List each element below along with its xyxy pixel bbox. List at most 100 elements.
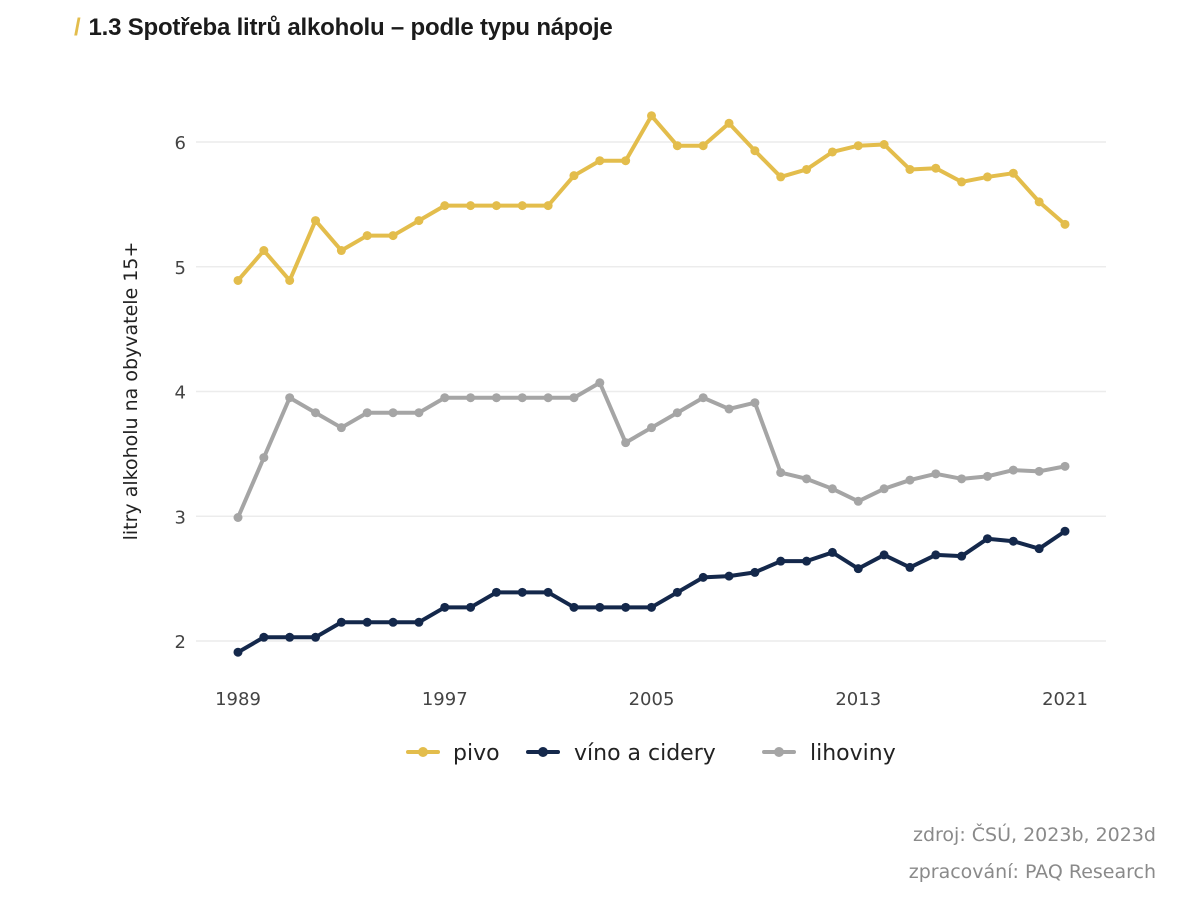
data-point-1-2014 xyxy=(879,550,889,560)
data-point-2-2001 xyxy=(543,393,553,403)
data-point-2-2011 xyxy=(802,474,812,484)
legend-swatch-dot-1 xyxy=(538,747,548,757)
data-point-1-2012 xyxy=(827,547,837,557)
legend-label-0: pivo xyxy=(453,741,500,766)
data-point-1-1997 xyxy=(440,602,450,612)
data-point-0-2006 xyxy=(672,141,682,151)
data-point-2-1996 xyxy=(414,408,424,418)
y-tick-label-5: 5 xyxy=(175,258,186,279)
data-point-1-2005 xyxy=(647,602,656,612)
y-tick-label-6: 6 xyxy=(175,133,186,154)
data-point-0-1999 xyxy=(491,201,501,211)
x-tick-label-2013: 2013 xyxy=(835,689,881,710)
data-point-0-2020 xyxy=(1034,197,1044,207)
data-point-1-1995 xyxy=(388,617,398,627)
data-point-2-2000 xyxy=(517,393,527,403)
data-point-0-1992 xyxy=(311,216,321,226)
x-tick-label-2005: 2005 xyxy=(629,689,675,710)
data-point-2-2015 xyxy=(905,475,915,485)
series-line-2 xyxy=(236,380,1067,520)
legend-swatch-dot-0 xyxy=(418,747,428,757)
series-pivo xyxy=(233,111,1070,285)
data-point-1-2011 xyxy=(802,556,812,566)
series-line-0 xyxy=(236,113,1067,283)
data-point-0-2007 xyxy=(698,141,708,151)
data-point-0-1989 xyxy=(233,275,243,285)
data-point-1-2007 xyxy=(698,572,708,582)
data-point-0-2001 xyxy=(543,201,553,211)
series-lihoviny xyxy=(233,378,1070,522)
data-point-1-2018 xyxy=(982,534,992,544)
y-tick-label-2: 2 xyxy=(175,632,186,653)
legend: pivo víno a cidery lihoviny xyxy=(406,741,896,766)
data-point-2-2006 xyxy=(672,408,682,418)
data-point-1-2020 xyxy=(1034,544,1044,554)
data-point-1-1993 xyxy=(336,617,346,627)
legend-label-1: víno a cidery xyxy=(574,741,716,766)
source-note: zdroj: ČSÚ, 2023b, 2023d xyxy=(913,824,1156,846)
processing-note: zpracování: PAQ Research xyxy=(908,861,1156,883)
data-point-1-2017 xyxy=(957,551,967,561)
data-point-2-1991 xyxy=(285,393,295,403)
data-point-0-2018 xyxy=(982,172,992,182)
data-point-2-1998 xyxy=(466,393,476,403)
data-point-2-2017 xyxy=(957,474,967,484)
data-point-0-2021 xyxy=(1060,219,1070,229)
data-point-0-2004 xyxy=(621,156,631,166)
data-point-2-1993 xyxy=(336,423,346,433)
data-point-1-1991 xyxy=(285,632,295,642)
data-point-1-2002 xyxy=(569,602,579,612)
data-point-2-1995 xyxy=(388,408,398,418)
legend-item-0: pivo xyxy=(406,741,500,766)
data-point-0-2013 xyxy=(853,141,863,151)
data-point-0-2009 xyxy=(750,146,760,156)
data-point-2-2013 xyxy=(853,496,863,506)
data-point-0-2010 xyxy=(776,172,786,182)
y-tick-label-3: 3 xyxy=(175,507,186,528)
x-tick-label-1989: 1989 xyxy=(215,689,261,710)
data-point-2-2018 xyxy=(982,471,992,481)
legend-swatch-dot-2 xyxy=(774,747,784,757)
title-text: 1.3 Spotřeba litrů alkoholu – podle typu… xyxy=(88,14,613,41)
data-point-0-1997 xyxy=(440,201,450,211)
data-point-1-2013 xyxy=(853,564,863,574)
data-point-0-2003 xyxy=(595,156,605,166)
data-point-0-1991 xyxy=(285,275,295,285)
data-point-0-1996 xyxy=(414,216,424,226)
y-axis: 2 3 4 5 6 xyxy=(175,133,186,653)
data-point-1-2016 xyxy=(931,550,941,560)
data-point-1-2000 xyxy=(517,587,527,597)
data-point-1-1996 xyxy=(414,617,424,627)
data-point-2-1994 xyxy=(362,408,372,418)
data-point-2-2009 xyxy=(750,398,760,408)
data-point-0-1993 xyxy=(336,246,346,256)
data-point-1-1992 xyxy=(311,632,321,642)
chart-title: / 1.3 Spotřeba litrů alkoholu – podle typ… xyxy=(74,14,613,42)
data-point-0-2019 xyxy=(1008,168,1018,178)
data-point-0-2016 xyxy=(931,163,941,173)
data-point-2-2012 xyxy=(827,484,837,494)
data-point-1-2021 xyxy=(1060,526,1070,536)
data-point-0-2002 xyxy=(569,171,579,181)
data-point-2-2007 xyxy=(698,393,708,403)
series-group xyxy=(233,111,1070,657)
data-point-0-2000 xyxy=(517,201,527,211)
data-point-0-2008 xyxy=(724,118,734,128)
data-point-0-2012 xyxy=(827,147,837,157)
data-point-0-1998 xyxy=(466,201,476,211)
y-axis-label: litry alkoholu na obyvatele 15+ xyxy=(120,242,142,541)
data-point-2-1997 xyxy=(440,393,450,403)
data-point-2-1990 xyxy=(259,453,269,463)
data-point-1-2006 xyxy=(672,587,682,597)
data-point-1-2001 xyxy=(543,587,553,597)
data-point-1-2015 xyxy=(905,562,915,572)
data-point-2-1992 xyxy=(311,408,321,418)
data-point-2-1989 xyxy=(233,512,243,522)
data-point-0-2005 xyxy=(647,111,656,121)
legend-item-1: víno a cidery xyxy=(526,741,716,766)
data-point-2-2021 xyxy=(1060,461,1070,471)
data-point-0-1990 xyxy=(259,246,269,256)
x-tick-label-1997: 1997 xyxy=(422,689,468,710)
legend-label-2: lihoviny xyxy=(810,741,896,766)
data-point-2-2020 xyxy=(1034,466,1044,476)
